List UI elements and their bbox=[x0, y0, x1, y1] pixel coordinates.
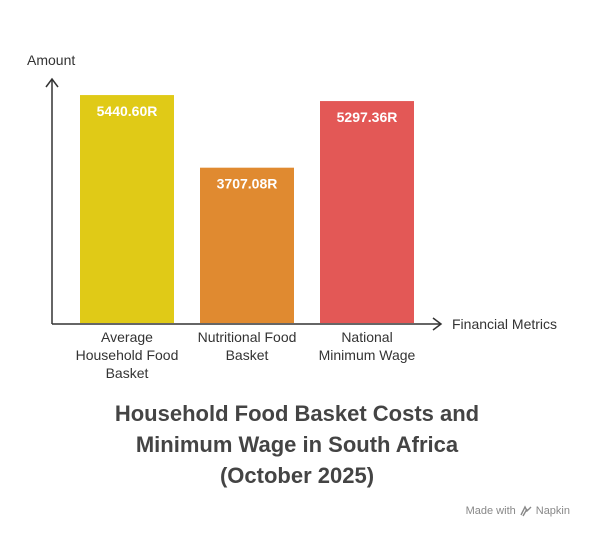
category-label: Average Household Food Basket bbox=[76, 329, 179, 381]
bar-value-label: 3707.08R bbox=[217, 176, 278, 192]
made-with-napkin-badge[interactable]: Made with Napkin bbox=[466, 505, 570, 517]
category-label: National Minimum Wage bbox=[319, 329, 416, 363]
bar bbox=[200, 167, 294, 323]
chart-title: Household Food Basket Costs and Minimum … bbox=[0, 398, 594, 491]
category-label: Nutritional Food Basket bbox=[198, 329, 297, 363]
bar bbox=[320, 101, 414, 323]
bar bbox=[80, 95, 174, 323]
napkin-brand-text: Napkin bbox=[535, 505, 570, 517]
bar-value-label: 5440.60R bbox=[97, 103, 158, 119]
x-axis-arrow bbox=[432, 317, 443, 331]
bar-chart: Amount Financial Metrics 5440.60R 3707.08… bbox=[27, 52, 557, 381]
x-axis-title: Financial Metrics bbox=[452, 316, 557, 332]
chart-title-line: Minimum Wage in South Africa bbox=[135, 432, 459, 457]
made-with-text: Made with bbox=[465, 505, 516, 517]
chart-title-line: Household Food Basket Costs and bbox=[114, 401, 480, 426]
y-axis-arrow bbox=[45, 77, 59, 88]
napkin-logo-icon bbox=[520, 505, 532, 517]
bar-value-label: 5297.36R bbox=[337, 109, 398, 125]
chart-title-line: (October 2025) bbox=[219, 463, 375, 488]
y-axis-title: Amount bbox=[27, 52, 75, 68]
